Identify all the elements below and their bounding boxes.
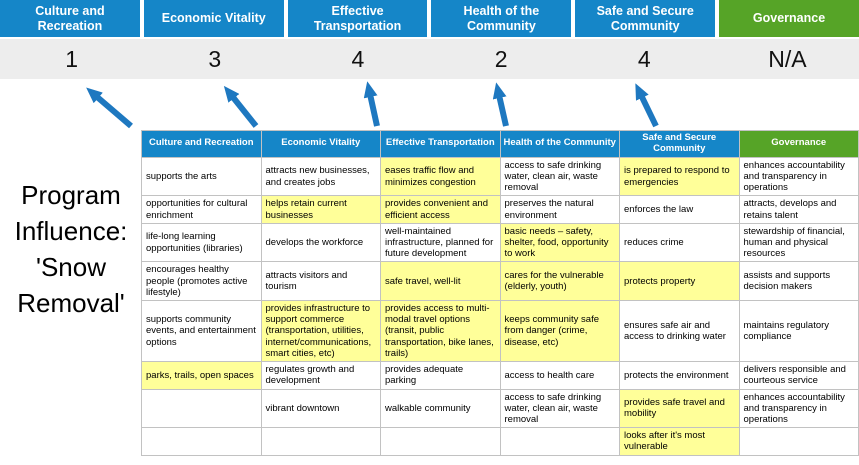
matrix-cell: ensures safe air and access to drinking … <box>619 300 740 363</box>
matrix-cell: attracts, develops and retains talent <box>738 195 859 224</box>
matrix-cell: access to safe drinking water, clean air… <box>499 156 620 197</box>
influence-arrows <box>86 81 659 129</box>
matrix-row: life-long learning opportunities (librar… <box>141 222 859 263</box>
pillar-score-safe-and-secure-community: 4 <box>637 45 651 72</box>
matrix-cell: enhances accountability and transparency… <box>738 388 859 429</box>
matrix-cell: parks, trails, open spaces <box>141 361 262 390</box>
matrix-cell: looks after it's most vulnerable <box>619 427 740 456</box>
matrix-cell: provides convenient and efficient access <box>380 195 501 224</box>
matrix-header-effective-transportation: Effective Transportation <box>380 130 501 158</box>
matrix-header-governance: Governance <box>738 130 859 158</box>
matrix-row: vibrant downtown walkable community access… <box>141 388 859 429</box>
matrix-cell: maintains regulatory compliance <box>738 300 859 363</box>
matrix-cell: reduces crime <box>619 222 740 263</box>
matrix-cell: access to safe drinking water, clean air… <box>499 388 620 429</box>
matrix-cell: vibrant downtown <box>260 388 381 429</box>
influence-arrow <box>492 82 509 127</box>
matrix-cell: enhances accountability and transparency… <box>738 156 859 197</box>
matrix-row: looks after it's most vulnerable <box>141 427 859 456</box>
matrix-cell-empty <box>141 388 262 429</box>
matrix-cell: provides adequate parking <box>380 361 501 390</box>
matrix-row: opportunities for cultural enrichment hel… <box>141 195 859 224</box>
influence-arrow <box>86 87 133 129</box>
matrix-cell: eases traffic flow and minimizes congest… <box>380 156 501 197</box>
matrix-header-economic-vitality: Economic Vitality <box>260 130 381 158</box>
pillar-header-culture-and-recreation: Culture and Recreation <box>0 0 140 37</box>
influence-arrow <box>223 85 259 128</box>
matrix-cell: cares for the vulnerable (elderly, youth… <box>499 261 620 302</box>
matrix-header-health-of-the-community: Health of the Community <box>499 130 620 158</box>
matrix-cell: stewardship of financial, human and phys… <box>738 222 859 263</box>
matrix-cell: provides safe travel and mobility <box>619 388 740 429</box>
matrix-cell: opportunities for cultural enrichment <box>141 195 262 224</box>
pillar-header-health-of-the-community: Health of the Community <box>431 0 572 37</box>
matrix-cell-empty <box>260 427 381 456</box>
influence-matrix: Culture and Recreation Economic Vitality E… <box>141 130 859 456</box>
matrix-cell-empty <box>499 427 620 456</box>
matrix-cell: preserves the natural environment <box>499 195 620 224</box>
matrix-cell: walkable community <box>380 388 501 429</box>
matrix-cell-empty <box>141 427 262 456</box>
matrix-row: encourages healthy people (promotes acti… <box>141 261 859 302</box>
matrix-cell: assists and supports decision makers <box>738 261 859 302</box>
matrix-row: supports the arts attracts new businesses… <box>141 156 859 197</box>
matrix-cell: helps retain current businesses <box>260 195 381 224</box>
matrix-head: Culture and Recreation Economic Vitality E… <box>141 130 859 158</box>
matrix-cell: access to health care <box>499 361 620 390</box>
matrix-row: supports community events, and entertain… <box>141 300 859 363</box>
matrix-header-row: Culture and Recreation Economic Vitality E… <box>141 130 859 158</box>
matrix-body: supports the arts attracts new businesses… <box>141 156 859 456</box>
matrix-cell: encourages healthy people (promotes acti… <box>141 261 262 302</box>
pillar-header-effective-transportation: Effective Transportation <box>287 0 428 37</box>
influence-arrow <box>363 81 380 127</box>
matrix-cell-empty <box>380 427 501 456</box>
influence-arrow <box>635 83 659 128</box>
matrix-cell: protects property <box>619 261 740 302</box>
score-band: 1 3 4 2 4 N/A <box>0 39 859 79</box>
pillar-score-effective-transportation: 4 <box>351 45 365 72</box>
pillar-score-culture-and-recreation: 1 <box>65 45 78 72</box>
pillar-header-governance: Governance <box>719 0 859 37</box>
matrix-row: parks, trails, open spaces regulates grow… <box>141 361 859 390</box>
matrix-cell: regulates growth and development <box>260 361 381 390</box>
matrix-cell: provides infrastructure to support comme… <box>260 300 381 363</box>
matrix-cell: enforces the law <box>619 195 740 224</box>
matrix-cell: attracts visitors and tourism <box>260 261 381 302</box>
matrix-cell: delivers responsible and courteous servi… <box>738 361 859 390</box>
matrix-cell: protects the environment <box>619 361 740 390</box>
matrix-header-safe-and-secure-community: Safe and Secure Community <box>619 130 740 158</box>
matrix-cell: keeps community safe from danger (crime,… <box>499 300 620 363</box>
matrix-cell: attracts new businesses, and creates job… <box>260 156 381 197</box>
matrix-cell: supports the arts <box>141 156 262 197</box>
matrix-header-culture-and-recreation: Culture and Recreation <box>141 130 262 158</box>
pillar-banner: Culture and Recreation Economic Vitality E… <box>0 0 859 37</box>
matrix-cell: life-long learning opportunities (librar… <box>141 222 262 263</box>
matrix-cell: develops the workforce <box>260 222 381 263</box>
pillar-header-safe-and-secure-community: Safe and Secure Community <box>575 0 716 37</box>
matrix-cell: well-maintained infrastructure, planned … <box>380 222 501 263</box>
matrix-cell: is prepared to respond to emergencies <box>619 156 740 197</box>
matrix-cell: basic needs – safety, shelter, food, opp… <box>499 222 620 263</box>
pillar-score-economic-vitality: 3 <box>208 45 222 72</box>
matrix-cell: supports community events, and entertain… <box>141 300 262 363</box>
matrix-cell-empty <box>738 427 859 456</box>
program-title: Program Influence: 'Snow Removal' <box>14 180 128 318</box>
matrix-cell: safe travel, well-lit <box>380 261 501 302</box>
matrix-cell: provides access to multi-modal travel op… <box>380 300 501 363</box>
pillar-score-health-of-the-community: 2 <box>494 45 508 72</box>
pillar-score-governance: N/A <box>768 45 807 72</box>
pillar-header-economic-vitality: Economic Vitality <box>143 0 284 37</box>
